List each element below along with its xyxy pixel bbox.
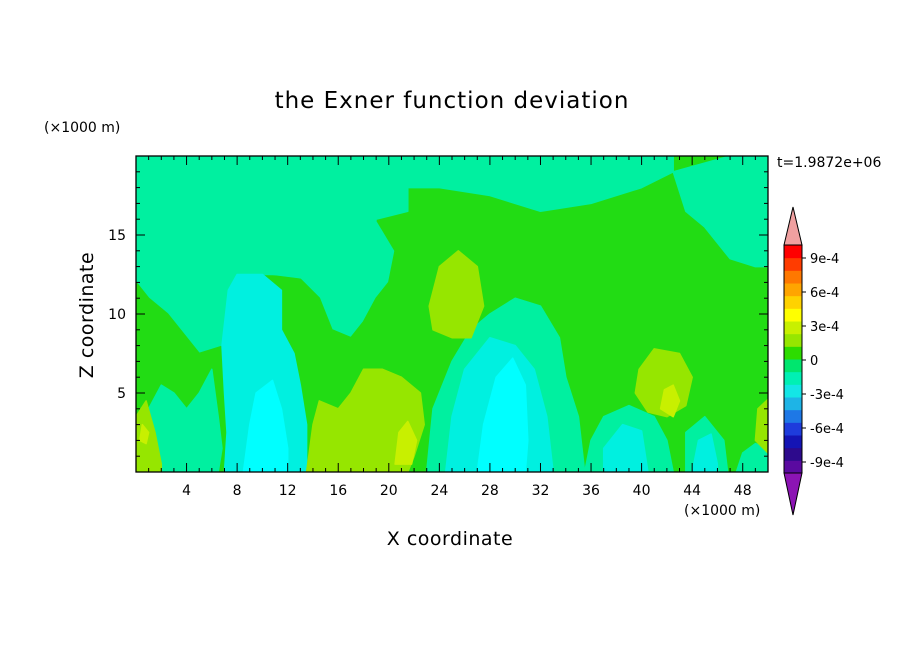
y-unit-label: (×1000 m) [44, 120, 121, 136]
x-tick-label: 44 [683, 483, 701, 499]
colorbar-band [784, 283, 802, 297]
x-tick-label: 12 [279, 483, 297, 499]
contour-region-strong_positive [659, 384, 681, 418]
y-tick-label: 15 [108, 228, 126, 244]
colorbar-band [784, 422, 802, 436]
colorbar-label: 3e-4 [810, 320, 839, 335]
y-tick-label: 5 [117, 386, 126, 402]
colorbar-band [784, 295, 802, 309]
contour-region-zero_band [136, 156, 409, 331]
colorbar-band [784, 435, 802, 449]
colorbar-label: 6e-4 [810, 286, 839, 301]
x-tick-label: 48 [734, 483, 752, 499]
colorbar-band [784, 245, 802, 259]
colorbar-band [784, 409, 802, 423]
colorbar-band [784, 371, 802, 385]
contour-region-positive [754, 398, 768, 454]
time-label: t=1.9872e+06 [777, 155, 882, 171]
colorbar-over-triangle [783, 206, 803, 246]
colorbar-frame [783, 244, 803, 474]
x-tick-label: 16 [329, 483, 347, 499]
y-tick-label: 10 [108, 307, 126, 323]
colorbar-band [784, 308, 802, 322]
colorbar-band [784, 270, 802, 284]
contour-region-slight_negative [602, 423, 649, 472]
x-tick-label: 24 [430, 483, 448, 499]
x-tick-label: 4 [182, 483, 191, 499]
colorbar-label: -3e-4 [810, 388, 844, 403]
colorbar-band [784, 460, 802, 474]
colorbar-band [784, 359, 802, 373]
x-tick-label: 36 [582, 483, 600, 499]
x-axis-label: X coordinate [386, 528, 514, 550]
contour-region-negative [476, 357, 529, 472]
chart-title: the Exner function deviation [274, 88, 630, 114]
x-tick-label: 20 [380, 483, 398, 499]
contour-region-strong_positive [394, 420, 418, 465]
colorbar-label: -9e-4 [810, 456, 844, 471]
contour-regions [136, 156, 768, 472]
colorbar-band [784, 384, 802, 398]
contour-region-zero_band [672, 156, 768, 268]
colorbar-label: -6e-4 [810, 422, 844, 437]
x-tick-label: 8 [233, 483, 242, 499]
colorbar-band [784, 346, 802, 360]
colorbar-band [784, 321, 802, 335]
contour-region-positive [428, 250, 485, 339]
colorbar-band [784, 447, 802, 461]
contour-region-slight_negative [221, 273, 308, 472]
x-tick-label: 32 [532, 483, 550, 499]
colorbar-band [784, 257, 802, 271]
x-unit-label: (×1000 m) [684, 503, 761, 519]
colorbar-band [784, 333, 802, 347]
contour-region-slight_negative [691, 433, 719, 472]
colorbar-band [784, 397, 802, 411]
contour-region-strong_positive [139, 423, 150, 445]
colorbar-label: 0 [810, 354, 818, 369]
contour-region-zero_band [394, 156, 674, 213]
x-tick-label: 28 [481, 483, 499, 499]
contour-region-positive [305, 368, 425, 472]
contour-region-positive [136, 400, 163, 472]
colorbar-under-triangle [783, 472, 803, 516]
colorbar-label: 9e-4 [810, 252, 839, 267]
x-tick-label: 40 [633, 483, 651, 499]
